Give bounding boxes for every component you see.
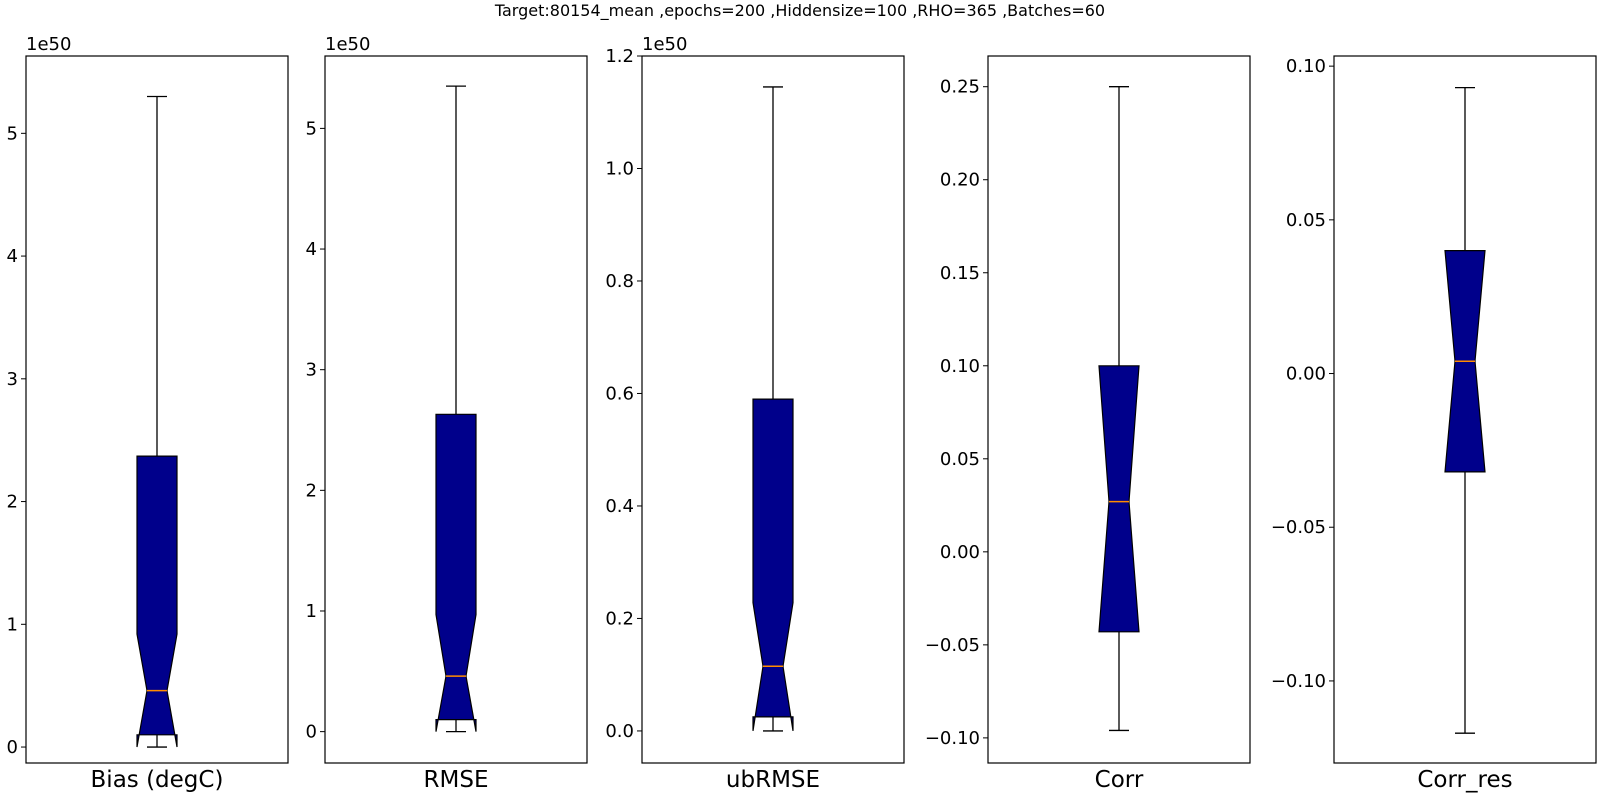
notched-box (136, 455, 178, 748)
y-tick-label: 4 (306, 239, 317, 260)
notched-box (435, 413, 477, 732)
y-tick-label: 0.00 (940, 542, 980, 563)
y-tick-label: 4 (7, 246, 18, 267)
y-tick-label: 0.00 (1286, 364, 1326, 385)
y-tick-label: 0 (306, 722, 317, 743)
y-tick-label: 0.10 (1286, 56, 1326, 77)
y-tick-label: 1.0 (605, 158, 634, 179)
y-tick-label: 0.0 (605, 721, 634, 742)
y-tick-label: −0.05 (925, 635, 980, 656)
y-tick-label: 0 (7, 737, 18, 758)
y-tick-label: 0.6 (605, 383, 634, 404)
offset-text: 1e50 (26, 34, 71, 55)
notched-box (752, 398, 794, 731)
y-tick-label: 1 (7, 614, 18, 635)
axes-frame-3 (641, 55, 905, 764)
x-axis-label: Bias (degC) (91, 767, 224, 793)
notched-box (1098, 365, 1140, 633)
y-tick-label: 5 (306, 118, 317, 139)
y-tick-label: 0.10 (940, 356, 980, 377)
y-tick-label: 2 (7, 492, 18, 513)
y-tick-label: 3 (7, 369, 18, 390)
y-tick-label: 3 (306, 360, 317, 381)
y-tick-label: 5 (7, 123, 18, 144)
y-tick-label: 0.4 (605, 496, 634, 517)
x-axis-label: RMSE (424, 767, 489, 793)
axes-frame-1 (25, 55, 289, 764)
y-tick-label: 0.20 (940, 170, 980, 191)
x-axis-label: Corr (1095, 767, 1144, 793)
offset-text: 1e50 (642, 34, 687, 55)
figure-suptitle: Target:80154_mean ,epochs=200 ,Hiddensiz… (494, 1, 1105, 21)
y-tick-label: −0.10 (1271, 671, 1326, 692)
y-tick-label: 0.15 (940, 263, 980, 284)
y-tick-label: −0.05 (1271, 517, 1326, 538)
offset-text: 1e50 (325, 34, 370, 55)
y-tick-label: 0.05 (1286, 210, 1326, 231)
y-tick-label: 0.25 (940, 77, 980, 98)
x-axis-label: Corr_res (1417, 767, 1512, 793)
y-tick-label: −0.10 (925, 728, 980, 749)
y-tick-label: 1 (306, 601, 317, 622)
axes-frame-4 (987, 55, 1251, 764)
y-tick-label: 1.2 (605, 46, 634, 67)
axes-frame-2 (324, 55, 588, 764)
y-tick-label: 0.05 (940, 449, 980, 470)
axes-frame-5 (1333, 55, 1597, 764)
y-tick-label: 0.8 (605, 271, 634, 292)
y-tick-label: 0.2 (605, 608, 634, 629)
y-tick-label: 2 (306, 480, 317, 501)
x-axis-label: ubRMSE (726, 767, 820, 793)
